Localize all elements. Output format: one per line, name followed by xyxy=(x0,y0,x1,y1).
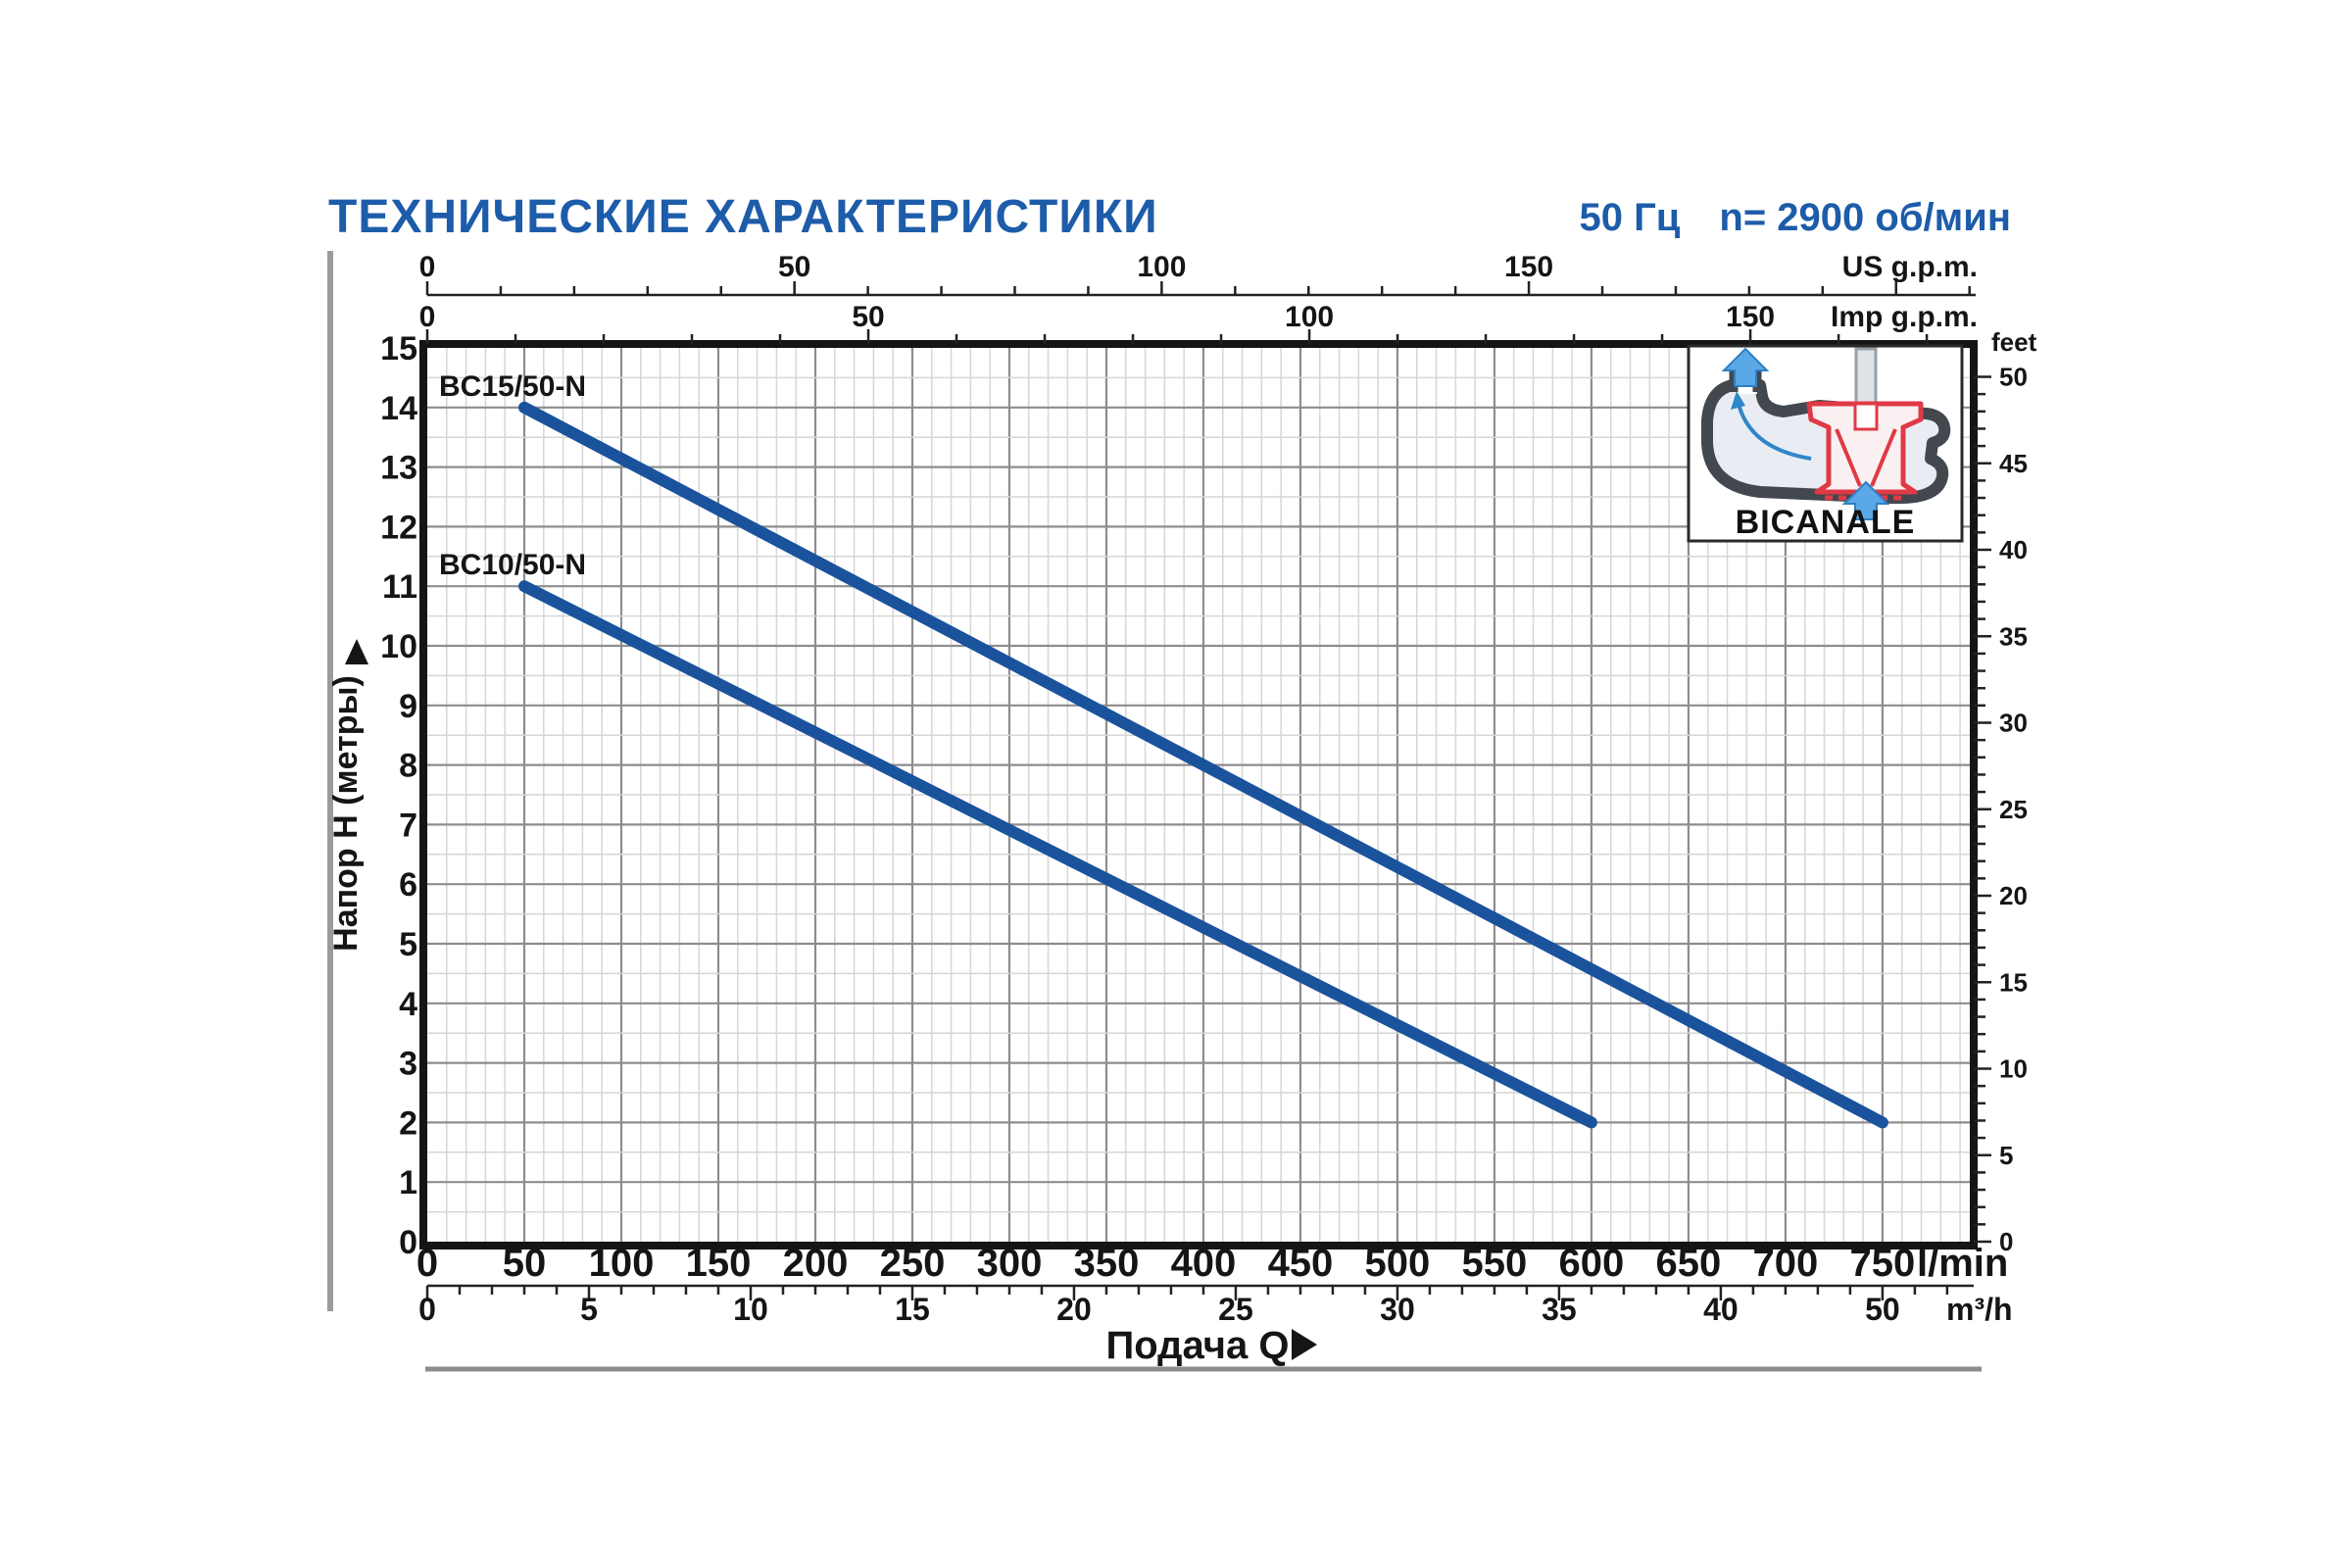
frame-rules xyxy=(327,251,1982,1372)
svg-text:35: 35 xyxy=(1999,621,2028,651)
svg-text:100: 100 xyxy=(1285,301,1334,333)
m3h-axis: 0 5 10 15 20 25 30 35 40 50 m³/h xyxy=(418,1284,2013,1327)
outlet-flow-arrow-icon xyxy=(1721,347,1770,387)
svg-text:9: 9 xyxy=(399,688,417,725)
svg-text:250: 250 xyxy=(880,1242,946,1285)
svg-text:400: 400 xyxy=(1171,1242,1237,1285)
svg-text:50: 50 xyxy=(1999,363,2028,392)
svg-text:20: 20 xyxy=(1056,1292,1092,1327)
svg-text:25: 25 xyxy=(1218,1292,1253,1327)
inlet-flow-arrow-icon xyxy=(1841,480,1890,520)
svg-text:750: 750 xyxy=(1850,1242,1916,1285)
right-arrow-icon xyxy=(1292,1329,1317,1360)
svg-text:150: 150 xyxy=(1504,251,1553,283)
svg-text:Imp g.p.m.: Imp g.p.m. xyxy=(1831,301,1978,333)
svg-text:0: 0 xyxy=(399,1224,417,1261)
svg-text:US g.p.m.: US g.p.m. xyxy=(1842,251,1978,283)
svg-text:10: 10 xyxy=(380,628,417,665)
svg-text:20: 20 xyxy=(1999,881,2028,910)
svg-text:BC15/50-N: BC15/50-N xyxy=(439,370,586,403)
x-axis-title: Подача Q xyxy=(1106,1324,1317,1367)
svg-text:feet: feet xyxy=(1991,327,2037,357)
svg-text:50: 50 xyxy=(778,251,810,283)
svg-text:200: 200 xyxy=(783,1242,849,1285)
pump-curve-bc15-50-n: BC15/50-N xyxy=(439,370,1888,1129)
feet-axis: 0 5 10 15 20 25 30 35 40 45 50 feet xyxy=(1974,327,2037,1256)
svg-text:35: 35 xyxy=(1542,1292,1577,1327)
svg-text:0: 0 xyxy=(418,1292,436,1327)
svg-text:650: 650 xyxy=(1656,1242,1722,1285)
lmin-axis: 0 50 100 150 200 250 300 350 400 450 500 550 600 650 7… xyxy=(416,1242,2008,1285)
svg-text:0: 0 xyxy=(419,251,436,283)
us-gpm-axis: 0 50 100 150 US g.p.m. xyxy=(419,251,1978,297)
svg-text:600: 600 xyxy=(1559,1242,1625,1285)
svg-text:0: 0 xyxy=(416,1242,438,1285)
svg-text:150: 150 xyxy=(686,1242,752,1285)
svg-text:25: 25 xyxy=(1999,795,2028,824)
svg-text:11: 11 xyxy=(382,568,417,606)
page-title: ТЕХНИЧЕСКИЕ ХАРАКТЕРИСТИКИ xyxy=(328,191,1158,243)
up-arrow-icon xyxy=(345,639,368,664)
svg-text:10: 10 xyxy=(733,1292,768,1327)
svg-text:12: 12 xyxy=(380,509,417,546)
svg-text:l/min: l/min xyxy=(1917,1242,2008,1285)
speed-label: n= 2900 об/мин xyxy=(1719,196,2011,239)
svg-text:7: 7 xyxy=(399,807,417,844)
plot-border xyxy=(419,340,1978,1250)
svg-text:m³/h: m³/h xyxy=(1946,1292,2013,1327)
svg-text:6: 6 xyxy=(399,866,417,904)
svg-text:BC10/50-N: BC10/50-N xyxy=(439,549,586,581)
svg-text:0: 0 xyxy=(419,301,436,333)
flow-path-arrow-icon xyxy=(1737,403,1812,461)
svg-text:1: 1 xyxy=(399,1164,417,1201)
svg-text:30: 30 xyxy=(1999,709,2028,738)
svg-text:5: 5 xyxy=(399,926,417,963)
svg-text:2: 2 xyxy=(399,1104,417,1142)
svg-text:15: 15 xyxy=(380,330,417,368)
frequency-speed-header: 50 Гц n= 2900 об/мин xyxy=(1580,196,2011,240)
svg-text:Подача Q: Подача Q xyxy=(1106,1324,1290,1367)
svg-text:40: 40 xyxy=(1999,535,2028,564)
svg-text:40: 40 xyxy=(1703,1292,1739,1327)
svg-text:13: 13 xyxy=(380,450,417,487)
svg-text:0: 0 xyxy=(1999,1227,2013,1256)
svg-text:5: 5 xyxy=(1999,1141,2013,1170)
svg-text:8: 8 xyxy=(399,748,417,785)
svg-text:700: 700 xyxy=(1753,1242,1819,1285)
svg-text:14: 14 xyxy=(380,390,417,427)
impeller-icon xyxy=(1806,401,1924,501)
svg-text:100: 100 xyxy=(1137,251,1186,283)
svg-text:10: 10 xyxy=(1999,1054,2028,1084)
imp-gpm-axis: 0 50 100 150 Imp g.p.m. xyxy=(419,301,1978,344)
svg-text:45: 45 xyxy=(1999,449,2028,478)
gridlines xyxy=(427,348,1970,1242)
svg-text:15: 15 xyxy=(895,1292,930,1327)
svg-text:Напор H (метры): Напор H (метры) xyxy=(327,675,365,952)
svg-text:4: 4 xyxy=(399,986,417,1023)
svg-text:50: 50 xyxy=(503,1242,547,1285)
svg-text:50: 50 xyxy=(1865,1292,1900,1327)
svg-text:150: 150 xyxy=(1726,301,1775,333)
svg-text:550: 550 xyxy=(1462,1242,1528,1285)
svg-text:15: 15 xyxy=(1999,967,2028,997)
svg-text:450: 450 xyxy=(1268,1242,1334,1285)
svg-text:5: 5 xyxy=(580,1292,598,1327)
frequency-label: 50 Гц xyxy=(1579,196,1681,239)
svg-text:100: 100 xyxy=(589,1242,655,1285)
svg-text:300: 300 xyxy=(977,1242,1043,1285)
svg-text:350: 350 xyxy=(1074,1242,1140,1285)
pump-curve-bc10-50-n: BC10/50-N xyxy=(439,549,1597,1129)
svg-text:3: 3 xyxy=(399,1046,417,1083)
svg-text:30: 30 xyxy=(1380,1292,1415,1327)
bicanale-inset xyxy=(1687,344,1964,543)
svg-text:500: 500 xyxy=(1365,1242,1431,1285)
svg-text:50: 50 xyxy=(852,301,884,333)
y-axis-title: Напор H (метры) xyxy=(327,639,368,952)
impeller-inset-caption: BICANALE xyxy=(1735,504,1916,541)
